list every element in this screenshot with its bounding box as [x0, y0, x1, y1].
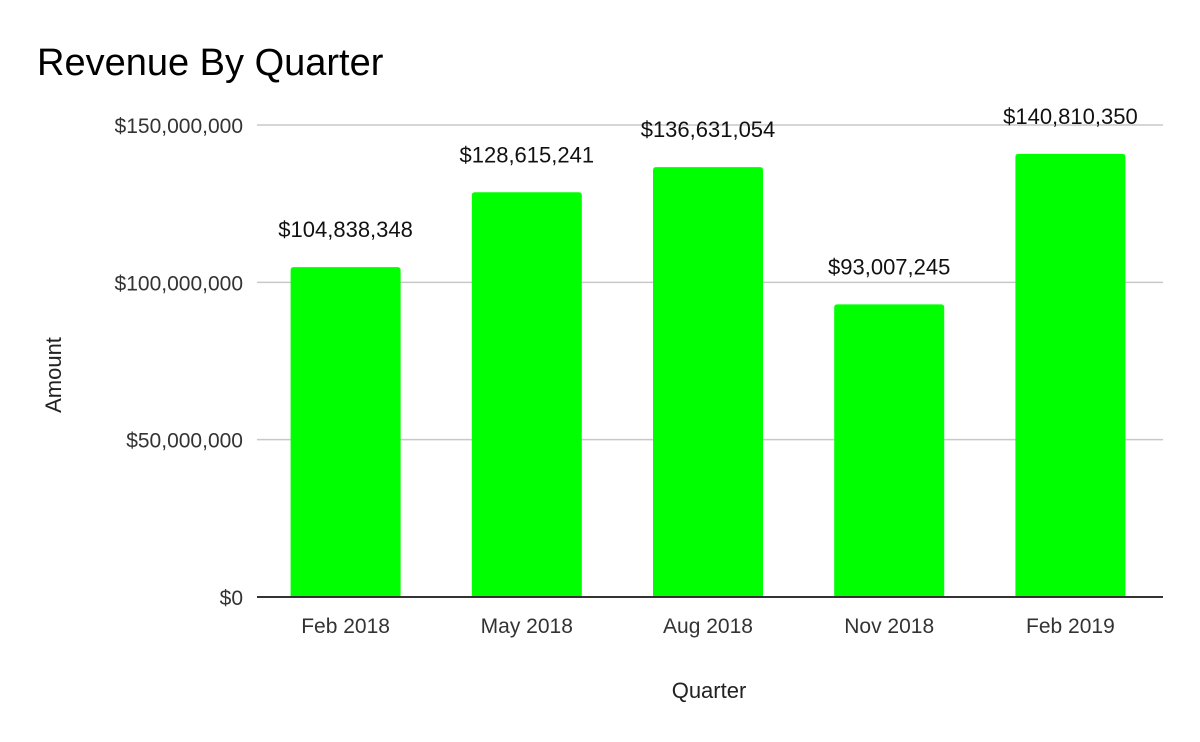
x-tick-label: Feb 2019	[1026, 615, 1115, 638]
x-tick-label: May 2018	[481, 615, 573, 638]
chart-title: Revenue By Quarter	[37, 42, 384, 84]
y-tick-label: $150,000,000	[115, 115, 243, 138]
bar	[471, 192, 582, 597]
x-tick-label: Aug 2018	[663, 615, 753, 638]
x-axis-tick-labels: Feb 2018 May 2018 Aug 2018 Nov 2018 Feb 2019	[301, 615, 1115, 638]
data-label: $104,838,348	[278, 217, 413, 242]
y-axis-title: Amount	[41, 337, 66, 413]
y-tick-label: $50,000,000	[126, 430, 243, 453]
bar	[1015, 153, 1126, 598]
bars	[290, 153, 1126, 598]
bar	[834, 304, 945, 597]
data-label: $128,615,241	[460, 142, 595, 167]
bar	[653, 167, 763, 597]
data-label: $140,810,350	[1003, 104, 1138, 129]
data-labels: $104,838,348 $128,615,241 $136,631,054 $93,…	[278, 104, 1137, 279]
bar	[290, 267, 401, 597]
x-tick-label: Nov 2018	[844, 615, 934, 638]
y-tick-label: $100,000,000	[115, 272, 243, 295]
x-axis-title: Quarter	[672, 678, 747, 703]
x-tick-label: Feb 2018	[301, 615, 390, 638]
data-label: $136,631,054	[641, 117, 776, 142]
y-tick-label: $0	[220, 587, 243, 610]
data-label: $93,007,245	[828, 254, 950, 279]
y-axis-tick-labels: $0 $50,000,000 $100,000,000 $150,000,000	[115, 115, 243, 610]
